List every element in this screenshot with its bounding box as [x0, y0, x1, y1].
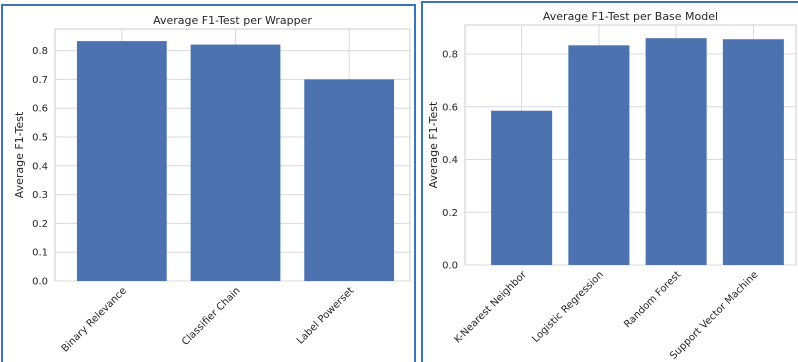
x-tick-label: Label Powerset: [295, 285, 356, 346]
y-tick-label: 0.4: [32, 161, 48, 172]
bar: [190, 44, 281, 281]
chart-base-model-f1: 0.0 0.2 0.4 0.6 0.8 K-Nearest Neighbor Logisti…: [427, 10, 797, 362]
y-tick-label: 0.3: [32, 190, 48, 201]
x-tick-label: K-Nearest Neighbor: [452, 269, 529, 346]
bar: [722, 39, 784, 265]
chart-wrapper-f1: 0.0 0.1 0.2 0.3 0.4 0.5 0.6 0.7 0.8 Binary Releva…: [13, 14, 411, 355]
bar: [304, 79, 395, 282]
chart-panel-wrapper: 0.0 0.1 0.2 0.3 0.4 0.5 0.6 0.7 0.8 Binary Releva…: [1, 4, 416, 362]
y-tick-label: 0.5: [32, 133, 48, 144]
bar: [568, 45, 630, 265]
x-tick-label: Logistic Regression: [530, 269, 606, 345]
y-tick-label: 0.7: [32, 75, 48, 86]
x-tick-label: Support Vector Machine: [668, 269, 760, 361]
x-tick-label: Random Forest: [622, 269, 683, 330]
x-tick-label: Binary Relevance: [60, 285, 129, 354]
bar: [491, 110, 553, 265]
y-tick-label: 0.6: [442, 102, 458, 113]
y-tick-label: 0.1: [32, 248, 48, 259]
y-tick-label: 0.4: [442, 155, 458, 166]
chart-title: Average F1-Test per Base Model: [543, 10, 718, 23]
y-axis-title: Average F1-Test: [427, 101, 440, 188]
chart-title: Average F1-Test per Wrapper: [153, 14, 312, 27]
y-tick-label: 0.6: [32, 104, 48, 115]
y-tick-label: 0.2: [32, 219, 48, 230]
y-tick-label: 0.2: [442, 208, 458, 219]
y-tick-label: 0.8: [32, 46, 48, 57]
bar: [645, 38, 707, 265]
y-tick-label: 0.0: [442, 261, 458, 272]
chart-panel-base-model: 0.0 0.2 0.4 0.6 0.8 K-Nearest Neighbor Logisti…: [421, 1, 798, 362]
y-axis-title: Average F1-Test: [13, 111, 26, 198]
x-tick-label: Classifier Chain: [180, 285, 243, 348]
y-tick-label: 0.8: [442, 50, 458, 61]
bar: [76, 41, 167, 281]
y-tick-label: 0.0: [32, 277, 48, 288]
